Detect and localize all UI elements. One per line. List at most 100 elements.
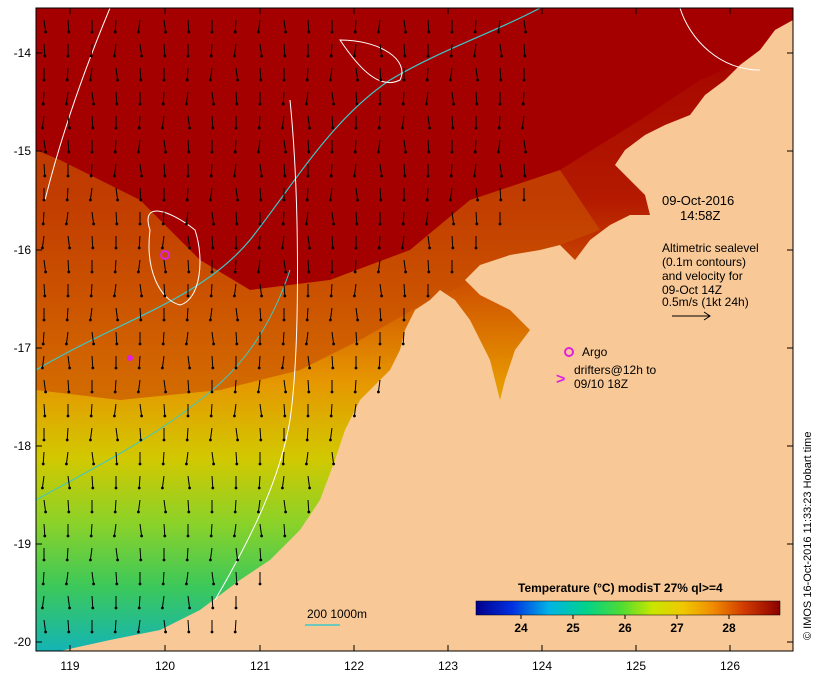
velocity-vector-head	[164, 510, 168, 514]
velocity-vector-head	[233, 294, 236, 298]
velocity-vector-head	[186, 534, 190, 538]
velocity-vector-head	[44, 510, 47, 514]
lat-tick-label: -15	[14, 144, 32, 158]
velocity-vector	[66, 187, 69, 201]
velocity-vector-head	[139, 318, 143, 322]
colorbar-tick-label: 27	[670, 621, 684, 635]
velocity-vector-head	[92, 582, 95, 586]
velocity-vector	[499, 67, 502, 81]
velocity-vector	[115, 451, 118, 465]
velocity-vector	[210, 283, 213, 297]
lat-tick-label: -16	[14, 243, 32, 257]
velocity-vector-head	[91, 246, 95, 250]
velocity-vector-head	[404, 30, 407, 34]
velocity-vector	[41, 475, 45, 489]
velocity-vector-head	[354, 366, 358, 370]
velocity-vector	[41, 115, 45, 129]
velocity-vector	[403, 259, 407, 273]
velocity-vector-head	[209, 438, 212, 442]
velocity-vector	[163, 163, 166, 177]
velocity-vector-head	[185, 102, 188, 106]
lon-tick-label: 125	[626, 659, 646, 673]
velocity-vector	[65, 211, 69, 225]
velocity-vector	[282, 211, 285, 225]
velocity-vector	[162, 211, 165, 225]
velocity-vector-head	[89, 174, 93, 178]
velocity-vector	[187, 379, 190, 393]
velocity-vector	[307, 475, 311, 489]
velocity-vector	[355, 187, 359, 201]
velocity-vector	[115, 547, 119, 561]
velocity-vector	[211, 91, 215, 105]
velocity-vector-head	[209, 414, 213, 418]
velocity-vector-head	[330, 30, 334, 34]
velocity-vector	[187, 619, 190, 633]
velocity-vector-head	[401, 222, 405, 226]
velocity-vector	[233, 283, 237, 297]
velocity-vector	[187, 235, 191, 249]
velocity-vector	[235, 211, 238, 225]
velocity-vector-head	[185, 582, 188, 586]
velocity-vector-head	[281, 462, 285, 466]
velocity-vector	[91, 451, 95, 465]
velocity-vector	[329, 187, 333, 201]
velocity-vector-head	[163, 54, 167, 58]
velocity-vector	[211, 571, 215, 585]
velocity-vector	[331, 91, 335, 105]
velocity-vector-head	[329, 54, 333, 58]
image-date: 09-Oct-2016	[662, 193, 734, 208]
velocity-vector-head	[92, 462, 95, 466]
velocity-vector-head	[137, 606, 141, 610]
velocity-vector-head	[89, 78, 92, 82]
velocity-vector-head	[210, 30, 214, 34]
velocity-vector-head	[377, 390, 380, 394]
velocity-vector-head	[161, 342, 165, 346]
velocity-vector	[138, 355, 141, 369]
velocity-vector-head	[113, 294, 116, 298]
velocity-vector-head	[380, 294, 383, 298]
velocity-vector-head	[113, 174, 116, 178]
velocity-vector	[354, 259, 357, 273]
velocity-vector-head	[451, 126, 455, 130]
velocity-vector-head	[43, 414, 47, 418]
velocity-vector	[283, 19, 287, 33]
velocity-vector-head	[425, 198, 429, 202]
velocity-vector-head	[187, 510, 191, 514]
velocity-vector-head	[66, 54, 70, 58]
velocity-vector	[427, 235, 431, 249]
velocity-vector	[281, 475, 285, 489]
drifter-legend-line: 09/10 18Z	[574, 377, 628, 391]
velocity-vector-head	[403, 174, 407, 178]
argo-legend-label: Argo	[582, 345, 608, 359]
velocity-vector-head	[378, 342, 382, 346]
velocity-vector	[331, 451, 335, 465]
velocity-vector	[234, 499, 237, 513]
velocity-vector	[329, 67, 333, 81]
velocity-vector	[115, 307, 119, 321]
velocity-vector	[283, 283, 286, 297]
velocity-vector	[307, 235, 311, 249]
velocity-vector	[450, 43, 453, 57]
velocity-vector-head	[89, 414, 93, 418]
lon-tick-label: 119	[60, 659, 79, 673]
velocity-vector-head	[236, 198, 240, 202]
velocity-vector	[163, 259, 167, 273]
velocity-vector	[66, 547, 69, 561]
velocity-vector	[473, 43, 477, 57]
velocity-vector	[89, 547, 93, 561]
velocity-vector-head	[115, 462, 119, 466]
velocity-vector-head	[43, 174, 47, 178]
velocity-vector	[41, 595, 45, 609]
velocity-vector-head	[281, 366, 284, 370]
velocity-vector-head	[92, 222, 95, 226]
velocity-vector	[42, 451, 45, 465]
velocity-vector-head	[450, 270, 454, 274]
velocity-vector-head	[233, 414, 236, 418]
velocity-vector	[137, 619, 141, 633]
velocity-vector	[161, 595, 165, 609]
velocity-vector-head	[161, 582, 165, 586]
velocity-vector	[377, 379, 381, 393]
velocity-vector-head	[163, 414, 167, 418]
velocity-vector	[257, 259, 261, 273]
velocity-vector	[187, 19, 190, 33]
